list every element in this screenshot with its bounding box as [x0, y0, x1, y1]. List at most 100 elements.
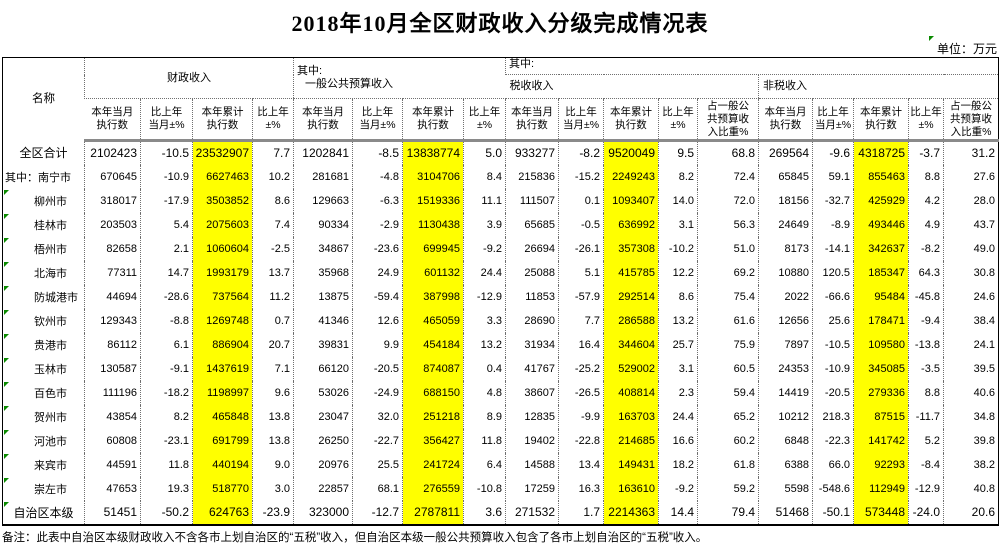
row-name: 百色市 [3, 381, 85, 405]
cell: -12.9 [463, 284, 506, 309]
cell: -10.5 [812, 332, 854, 357]
row-name-label: 河池市 [34, 435, 67, 448]
cell: 51.0 [697, 236, 759, 261]
cell: -10.9 [812, 356, 854, 381]
cell: 281681 [293, 164, 353, 189]
cell: 356427 [402, 428, 464, 453]
cell: 4318725 [853, 140, 909, 165]
cell: 1269748 [192, 308, 253, 333]
table-row: 崇左市 47653 19.3 518770 3.0 22857 68.1 276559 -10.… [3, 476, 999, 501]
footnote: 备注：此表中自治区本级财政收入不含各市上划自治区的“五税”收入，但自治区本级一般… [2, 532, 708, 544]
cell: 529002 [603, 356, 659, 381]
column-header-3: 比上年 ±% [252, 98, 294, 142]
cell: 16.3 [558, 476, 604, 501]
cell: 163610 [603, 476, 659, 501]
cell: 3104706 [402, 164, 464, 189]
cell: 163703 [603, 404, 659, 429]
cell: 92293 [853, 452, 909, 477]
cell-flag-icon [928, 36, 934, 41]
cell: 214685 [603, 428, 659, 453]
cell: 61.6 [697, 308, 759, 333]
cell: 8.9 [463, 404, 506, 429]
cell: 25.5 [352, 452, 403, 477]
cell: 10880 [758, 260, 813, 285]
column-header-15: 本年累计 执行数 [853, 98, 909, 142]
column-header-8: 本年当月 执行数 [505, 98, 559, 142]
cell: 1993179 [192, 260, 253, 285]
row-name-label: 防城港市 [34, 291, 78, 304]
cell: 13.2 [463, 332, 506, 357]
cell: 7.4 [252, 212, 294, 237]
cell: 59.4 [697, 380, 759, 405]
cell: 26250 [293, 428, 353, 453]
fiscal-revenue-table: 名称 财政收入 其中: 一般公共预算收入 其中: 税收收入 非税收入 本年当月 … [2, 57, 999, 526]
cell: -45.8 [908, 284, 944, 309]
cell: 8.2 [140, 404, 193, 429]
cell: -20.5 [812, 380, 854, 405]
cell: -24.9 [352, 380, 403, 405]
cell: 79.4 [697, 500, 759, 525]
cell: -3.5 [908, 356, 944, 381]
row-name: 其中：南宁市 [3, 165, 85, 189]
cell: -9.2 [463, 236, 506, 261]
column-header-2: 本年累计 执行数 [192, 98, 253, 142]
cell: 3.1 [658, 212, 698, 237]
table-row: 北海市 77311 14.7 1993179 13.7 35968 24.9 601132 24… [3, 260, 999, 285]
cell: 7.1 [252, 356, 294, 381]
cell: 41767 [505, 356, 559, 381]
cell: 34.8 [943, 404, 999, 429]
cell: 345085 [853, 356, 909, 381]
cell-flag-icon [4, 237, 9, 243]
cell: 601132 [402, 260, 464, 285]
cell: 53026 [293, 380, 353, 405]
group-header-fiscal-revenue: 财政收入 [84, 57, 294, 99]
cell: 1093407 [603, 188, 659, 213]
name-column-header: 名称 [32, 92, 55, 105]
cell: 59.1 [812, 164, 854, 189]
table-row: 防城港市 44694 -28.6 737564 11.2 13875 -59.4 387998… [3, 284, 999, 309]
cell: 0.4 [463, 356, 506, 381]
cell: 75.9 [697, 332, 759, 357]
group-header-public-budget-revenue: 其中: 一般公共预算收入 [293, 57, 506, 99]
cell: 82658 [84, 236, 141, 261]
cell-flag-icon [4, 285, 9, 291]
cell: 855463 [853, 164, 909, 189]
cell: 6388 [758, 452, 813, 477]
row-name: 桂林市 [3, 213, 85, 237]
cell: 12.6 [352, 308, 403, 333]
row-name: 全区合计 [3, 141, 85, 165]
cell: 292514 [603, 284, 659, 309]
cell: 276559 [402, 476, 464, 501]
cell: 6627463 [192, 164, 253, 189]
unit-label-row: 单位：万元 [928, 36, 997, 57]
cell: 39.8 [943, 428, 999, 453]
cell: -22.3 [812, 428, 854, 453]
row-name-label: 自治区本级 [13, 505, 74, 520]
cell: -9.4 [908, 308, 944, 333]
cell: 2102423 [84, 140, 141, 165]
cell: 271532 [505, 500, 559, 525]
table-row: 钦州市 129343 -8.8 1269748 0.7 41346 12.6 465059 3.… [3, 308, 999, 333]
cell: 25.7 [658, 332, 698, 357]
cell: 24.9 [352, 260, 403, 285]
column-header-1: 比上年 当月±% [140, 98, 193, 142]
table-row: 桂林市 203503 5.4 2075603 7.4 90334 -2.9 1130438 3.… [3, 212, 999, 237]
cell: 7.7 [558, 308, 604, 333]
cell: 241724 [402, 452, 464, 477]
cell: 86112 [84, 332, 141, 357]
cell: 24.1 [943, 332, 999, 357]
cell: 130587 [84, 356, 141, 381]
page-title: 2018年10月全区财政收入分级完成情况表 [291, 11, 709, 36]
cell: -8.2 [908, 236, 944, 261]
cell: -2.9 [352, 212, 403, 237]
cell: 44694 [84, 284, 141, 309]
cell: 10.2 [252, 164, 294, 189]
column-header-5: 比上年 当月±% [352, 98, 403, 142]
cell: 4.8 [463, 380, 506, 405]
cell: 415785 [603, 260, 659, 285]
cell-flag-icon [4, 333, 9, 339]
cell: 19.3 [140, 476, 193, 501]
cell: 34867 [293, 236, 353, 261]
cell: 11853 [505, 284, 559, 309]
cell: 493446 [853, 212, 909, 237]
